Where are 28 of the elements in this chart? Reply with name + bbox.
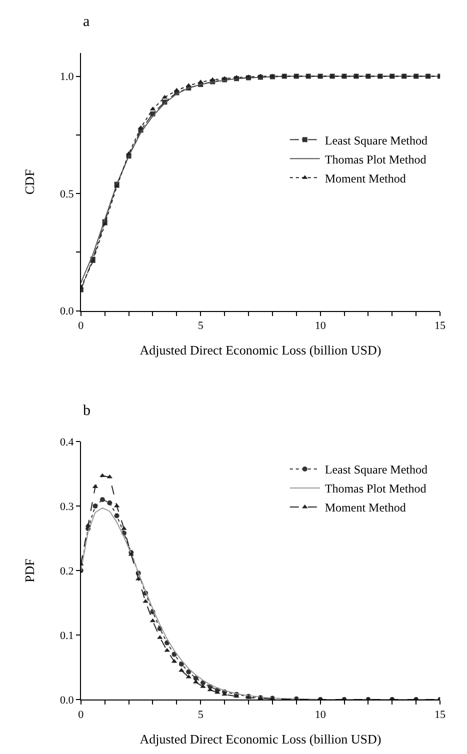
legend-label: Least Square Method	[324, 462, 428, 477]
x-tick-label: 0	[78, 708, 84, 721]
y-axis-title: PDF	[22, 558, 37, 582]
x-tick-label: 5	[198, 708, 204, 721]
y-tick-label: 0.0	[60, 306, 74, 318]
y-tick-label: 0.4	[60, 436, 74, 448]
y-tick-label: 1.0	[60, 71, 74, 84]
x-tick-label: 5	[198, 320, 204, 332]
x-tick-label: 15	[434, 320, 446, 332]
legend-label: Thomas Plot Method	[324, 152, 426, 166]
x-tick-label: 0	[78, 320, 84, 332]
y-tick-label: 0.2	[60, 565, 74, 578]
chart-title: a	[83, 14, 90, 30]
legend-label: Moment Method	[324, 171, 406, 186]
legend-label: Moment Method	[324, 500, 406, 515]
x-axis-title: Adjusted Direct Economic Loss (billion USD)	[140, 731, 382, 746]
y-axis-title: CDF	[22, 169, 37, 194]
y-tick-label: 0.3	[60, 500, 74, 513]
y-tick-label: 0.0	[60, 694, 74, 706]
x-axis-title: Adjusted Direct Economic Loss (billion USD)	[140, 342, 382, 358]
x-tick-label: 10	[314, 320, 326, 332]
x-tick-label: 15	[434, 708, 446, 721]
y-tick-label: 0.5	[60, 188, 74, 200]
chart-title: b	[83, 403, 90, 419]
legend-label: Thomas Plot Method	[324, 482, 426, 496]
legend-label: Least Square Method	[324, 133, 428, 148]
x-tick-label: 10	[314, 708, 326, 721]
y-tick-label: 0.1	[60, 630, 74, 642]
